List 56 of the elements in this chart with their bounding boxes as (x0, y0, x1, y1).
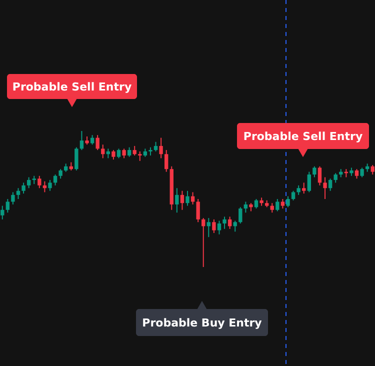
candlestick (233, 220, 237, 232)
candlestick (180, 190, 184, 210)
candlestick (254, 198, 258, 210)
candlestick (58, 168, 62, 180)
candlestick (112, 150, 116, 160)
candlestick (154, 141, 158, 152)
candlestick (360, 167, 364, 178)
candlestick (276, 198, 280, 212)
candlestick (138, 150, 142, 162)
text: Probable Sell Entry (12, 80, 132, 94)
candlestick (16, 188, 20, 200)
text: Probable Buy Entry (142, 316, 262, 330)
annotation: Probable Sell Entry (243, 130, 363, 143)
candlestick (270, 202, 274, 214)
candlestick (11, 192, 15, 205)
candlestick (280, 198, 285, 210)
candlestick (318, 166, 322, 186)
candlestick (196, 198, 200, 223)
candlestick (217, 220, 222, 235)
candlestick (96, 134, 100, 151)
candlestick (228, 216, 232, 230)
candlestick (175, 188, 179, 214)
candlestick (127, 146, 132, 158)
candlestick (48, 179, 52, 192)
candlestick (122, 148, 126, 159)
candlestick (286, 196, 290, 208)
candlestick (38, 175, 42, 189)
candlestick (312, 166, 316, 178)
candlestick (53, 174, 58, 186)
candlestick (296, 184, 300, 196)
candlestick (186, 190, 190, 206)
candlestick (0, 205, 4, 220)
candlestick (291, 190, 296, 201)
candlestick (80, 130, 84, 151)
candlestick (238, 206, 242, 224)
candlestick (159, 137, 163, 159)
candlestick (202, 218, 206, 268)
candlestick (116, 148, 121, 159)
candlestick (370, 164, 374, 176)
candlestick (101, 144, 105, 159)
candlestick (334, 172, 338, 184)
candlestick (354, 168, 359, 180)
candlestick (323, 176, 327, 200)
candlestick (132, 145, 136, 156)
candlestick (22, 182, 26, 194)
candlestick (212, 218, 216, 234)
candlestick (26, 176, 31, 189)
candlestick (328, 178, 332, 192)
candlestick (307, 171, 311, 193)
candlestick (222, 216, 226, 230)
candlestick (206, 218, 211, 238)
candlestick (6, 198, 10, 214)
candlestick (302, 182, 306, 194)
candlestick (74, 146, 78, 171)
candlestick (164, 150, 168, 172)
candlestick (244, 201, 248, 214)
